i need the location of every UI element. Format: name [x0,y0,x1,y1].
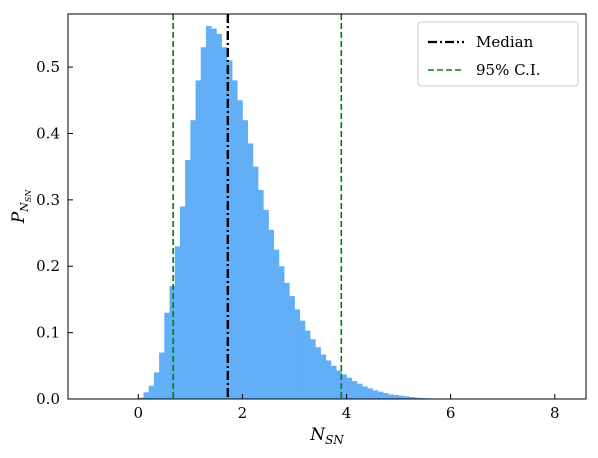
histogram-bar [190,120,196,399]
histogram-bar [304,330,311,399]
histogram-bar [159,352,165,399]
histogram-bar [341,374,347,399]
histogram-bar [221,47,228,399]
x-tick-label: 0 [134,404,144,422]
reference-lines [172,14,343,399]
histogram-bar [362,386,368,399]
histogram-bar [299,320,306,399]
x-tick-label: 8 [550,404,560,422]
axis-ticks: 0 2 4 6 8 0.0 0.1 0.2 0.3 0.4 0.5 [36,58,559,422]
histogram-bar [164,312,170,399]
histogram-bar [216,33,222,400]
histogram-bar [414,397,420,399]
histogram-bar [315,347,321,399]
histogram-bar [242,120,249,399]
histogram-bar [377,391,384,399]
y-tick-label: 0.4 [36,124,60,142]
histogram-bars [138,25,431,400]
x-tick-label: 6 [446,404,456,422]
histogram-bar [179,206,186,399]
histogram-bar [346,377,353,399]
histogram-bar [195,80,202,400]
histogram-bar [294,309,301,399]
histogram-bar [278,266,285,399]
histogram-bar [143,392,150,399]
histogram-bar [231,80,238,400]
histogram-bar [398,395,405,399]
histogram-bar [356,383,363,399]
histogram-bar [263,209,269,399]
histogram-bar [372,390,379,399]
histogram-bar [252,166,259,399]
histogram-bar [268,229,275,399]
histogram-bar [310,339,316,399]
histogram-bar [336,370,342,399]
histogram-bar [289,296,295,399]
y-tick-label: 0.2 [36,257,60,275]
legend-label: Median [476,33,534,51]
histogram-bar [388,394,394,399]
histogram-bar [174,246,181,399]
x-axis-label: NSN [309,425,344,447]
histogram-bar [226,60,233,400]
histogram-bar [284,282,290,399]
histogram-bar [408,397,415,399]
histogram-bar [325,360,332,399]
y-tick-label: 0.1 [36,324,60,342]
histogram-bar [258,189,264,399]
histogram-bar [351,381,358,399]
histogram-bar [273,249,280,399]
histogram-bar [138,397,144,399]
histogram-bar [211,28,217,399]
histogram-bar [403,396,410,399]
legend-label: 95% C.I. [476,61,541,79]
y-tick-label: 0.0 [36,390,60,408]
histogram-bar [185,160,191,399]
histogram-bar [169,286,176,399]
histogram-bar [247,143,254,399]
x-tick-label: 4 [342,404,352,422]
legend: Median 95% C.I. [417,21,579,87]
plot-frame [67,13,587,400]
y-axis-label: PNSN [9,189,33,225]
histogram-bar [367,388,373,399]
histogram-bar [320,354,327,399]
histogram-bar [205,25,212,400]
histogram-bar [153,372,160,399]
x-tick-label: 2 [238,404,248,422]
histogram-bar [393,395,399,399]
y-tick-label: 0.3 [36,191,60,209]
histogram-bar [382,393,389,399]
histogram-bar [330,365,337,399]
histogram-bar [200,47,207,399]
histogram-bar [148,385,155,399]
y-tick-label: 0.5 [36,58,60,76]
histogram-bar [237,100,243,400]
